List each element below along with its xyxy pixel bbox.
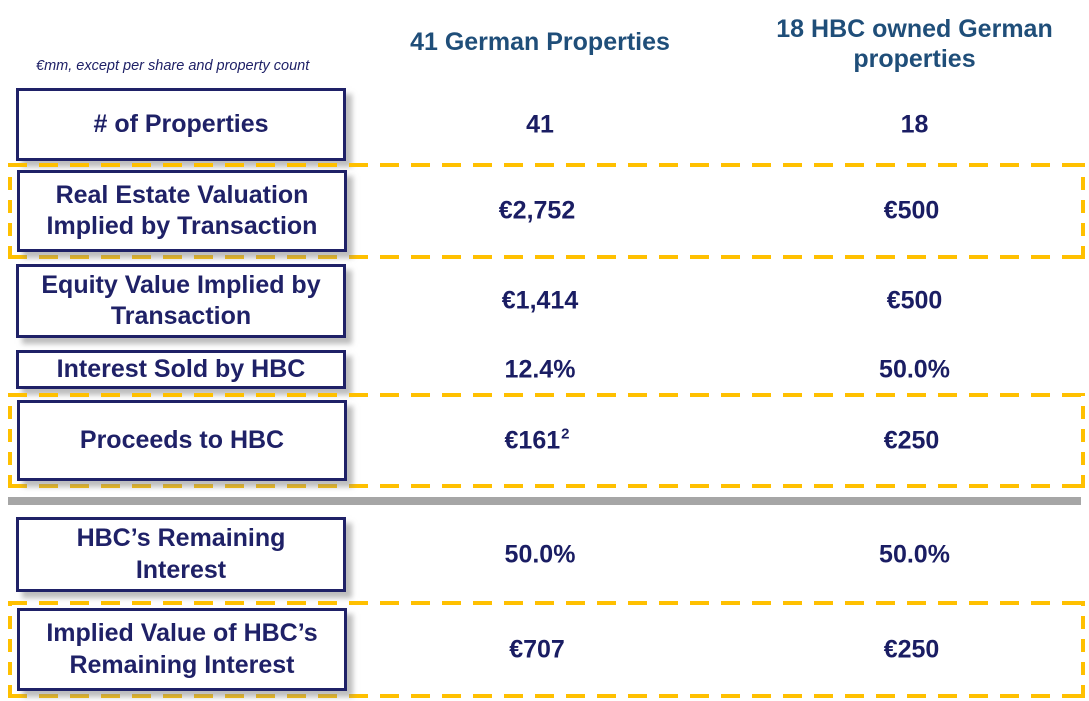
row-value-col1: €707: [509, 635, 565, 663]
row-value-col2: 50.0%: [879, 355, 950, 383]
row-value-col1: 50.0%: [504, 540, 576, 568]
unit-note: €mm, except per share and property count: [36, 58, 310, 74]
row-value-col1: 12.4%: [504, 355, 576, 383]
row-value-col2: €250: [883, 635, 940, 663]
table-row-proceeds-to-hbc: Proceeds to HBC €1612 €250: [8, 393, 1085, 488]
row-label: Real Estate Valuation Implied by Transac…: [46, 180, 318, 240]
row-label-box: HBC’s Remaining Interest: [16, 517, 346, 592]
row-label: # of Properties: [93, 109, 269, 138]
row-label-box: Equity Value Implied by Transaction: [16, 264, 346, 338]
column-header-41-german-properties: 41 German Properties: [410, 28, 670, 56]
table-row-implied-value-remaining: Implied Value of HBC’s Remaining Interes…: [8, 601, 1085, 698]
row-label-box: Interest Sold by HBC: [16, 350, 346, 389]
table-row-remaining-interest: HBC’s Remaining Interest 50.0% 50.0%: [0, 517, 1089, 592]
row-label: Implied Value of HBC’s Remaining Interes…: [46, 619, 318, 679]
table-row-real-estate-valuation: Real Estate Valuation Implied by Transac…: [8, 163, 1085, 259]
row-value-col2: €250: [883, 426, 940, 454]
table-row-equity-value: Equity Value Implied by Transaction €1,4…: [0, 264, 1089, 338]
row-value-col2: €500: [883, 196, 940, 225]
row-label: Equity Value Implied by Transaction: [41, 270, 321, 330]
table-row-number-of-properties: # of Properties 41 18: [0, 88, 1089, 161]
row-label-box: Real Estate Valuation Implied by Transac…: [17, 170, 347, 252]
row-value-text: €161: [504, 426, 561, 455]
row-label-box: Proceeds to HBC: [17, 400, 347, 481]
row-value-col2: 50.0%: [879, 540, 950, 568]
table-row-interest-sold: Interest Sold by HBC 12.4% 50.0%: [0, 350, 1089, 389]
row-label-box: Implied Value of HBC’s Remaining Interes…: [17, 608, 347, 691]
row-label: Interest Sold by HBC: [56, 354, 306, 383]
row-value-col2: 18: [900, 110, 929, 138]
row-value-col1: €2,752: [498, 196, 576, 225]
row-label: HBC’s Remaining Interest: [76, 524, 286, 584]
row-label-box: # of Properties: [16, 88, 346, 161]
row-value-col1: €1,414: [501, 286, 579, 315]
column-header-18-hbc-owned: 18 HBC owned German properties: [776, 15, 1053, 73]
footnote-marker: 2: [561, 424, 570, 442]
row-value-col1: €1612: [357, 424, 717, 455]
row-value-col2: €500: [886, 286, 943, 315]
row-label: Proceeds to HBC: [79, 425, 285, 454]
section-divider: [8, 497, 1081, 505]
row-value-col1: 41: [526, 110, 554, 138]
